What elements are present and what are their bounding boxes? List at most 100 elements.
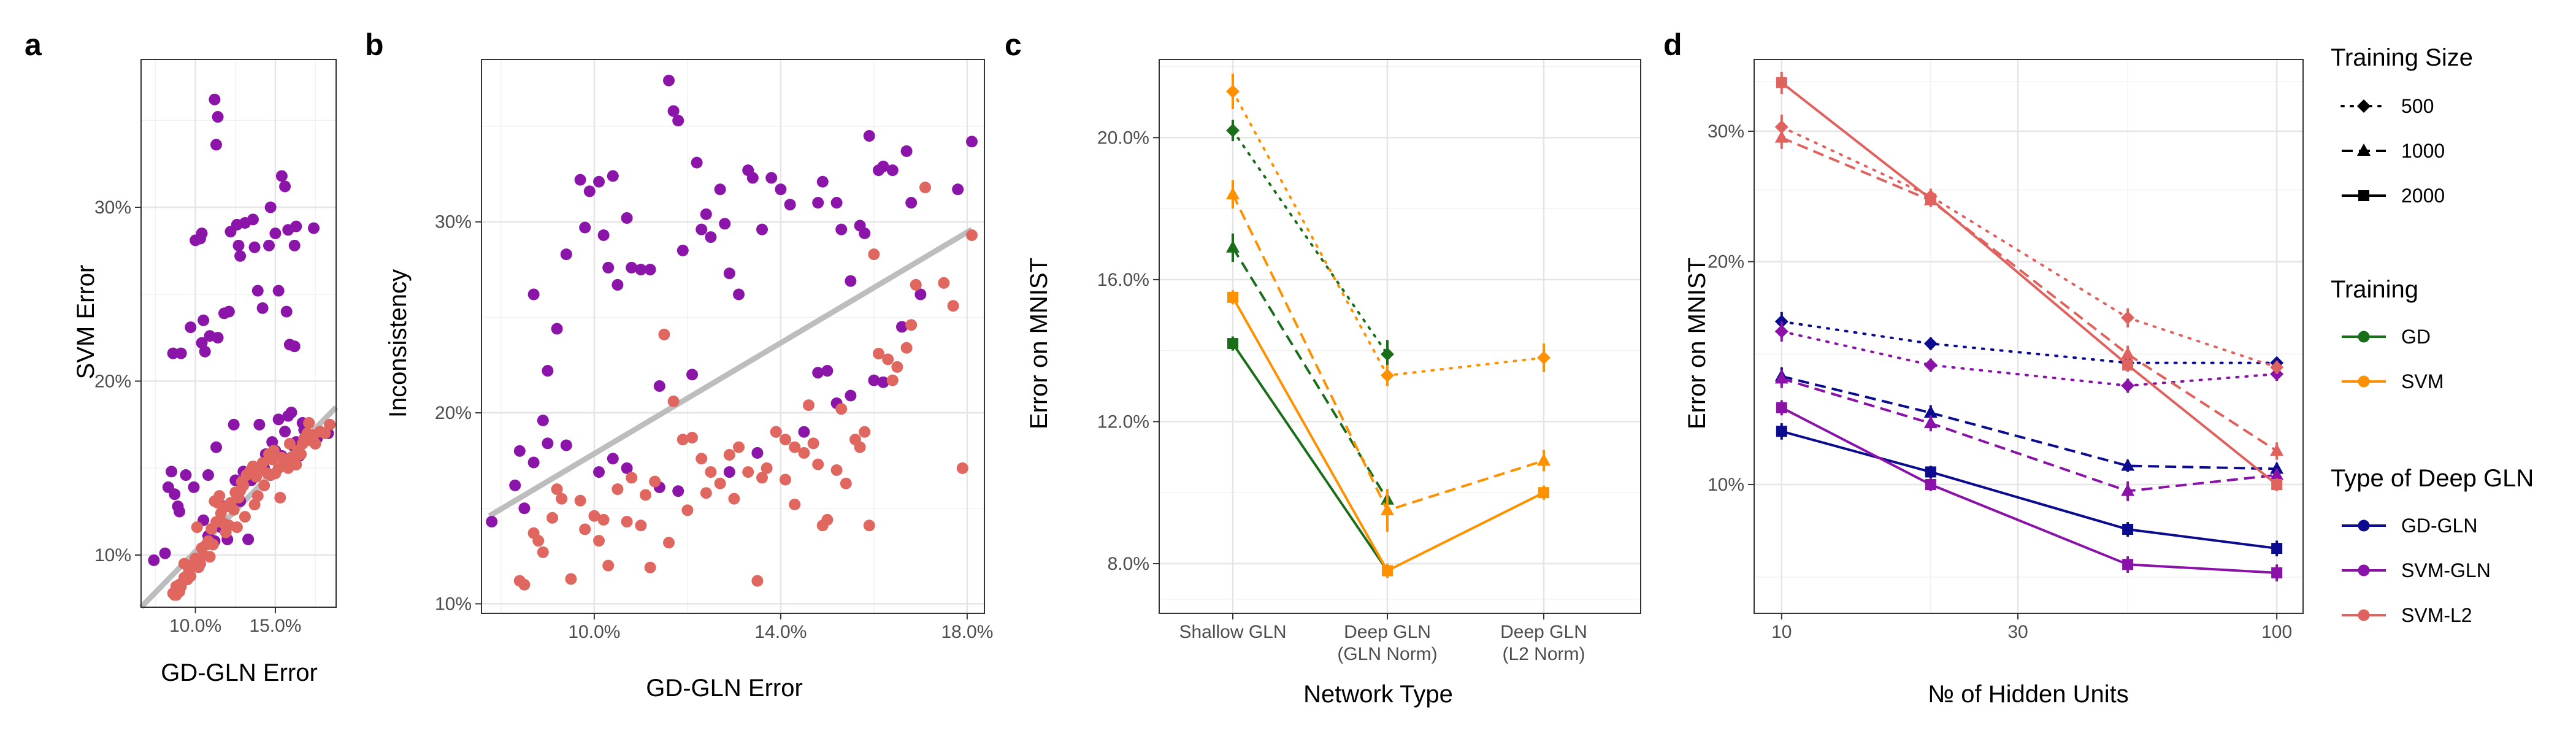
data-point	[2121, 311, 2135, 325]
scatter-point	[812, 458, 824, 470]
panel-b-x-title: GD-GLN Error	[646, 675, 803, 702]
scatter-point	[169, 488, 181, 500]
scatter-point	[635, 264, 647, 276]
scatter-point	[714, 183, 726, 196]
scatter-point	[308, 429, 320, 441]
scatter-point	[938, 277, 950, 289]
panel-d-grid	[1754, 59, 2303, 613]
scatter-point	[602, 261, 615, 274]
panel-b-y-ticks: 10% 20% 30%	[435, 212, 481, 614]
scatter-point	[635, 519, 647, 532]
scatter-point	[234, 250, 247, 262]
scatter-point	[723, 449, 735, 461]
panel-a-y-ticks: 10% 20% 30%	[94, 197, 141, 565]
plot-background	[141, 59, 336, 607]
scatter-point	[579, 221, 591, 234]
scatter-point	[765, 172, 778, 184]
scatter-point	[175, 347, 187, 359]
scatter-point	[723, 267, 735, 280]
x-tick-label: 10	[1771, 622, 1792, 642]
scatter-point	[877, 160, 889, 172]
scatter-point	[872, 348, 884, 360]
scatter-point	[816, 175, 829, 188]
series-line	[1780, 330, 2279, 387]
scatter-point	[626, 261, 638, 274]
scatter-point	[761, 462, 773, 474]
scatter-point	[542, 437, 554, 450]
scatter-point	[802, 399, 815, 412]
scatter-point	[798, 426, 810, 438]
y-tick-label: 30%	[94, 197, 131, 218]
scatter-point	[611, 483, 624, 496]
data-point	[1774, 130, 1788, 143]
scatter-point	[303, 416, 315, 429]
scatter-point	[228, 504, 240, 516]
scatter-point	[686, 369, 699, 381]
scatter-point	[705, 466, 717, 478]
scatter-point	[527, 288, 540, 301]
scatter-point	[910, 278, 922, 291]
data-point	[1381, 369, 1394, 383]
scatter-point	[560, 248, 572, 261]
legend-type-marker	[2358, 519, 2370, 532]
legend-size-marker	[2357, 144, 2371, 156]
y-tick-label: 20%	[94, 371, 131, 391]
y-tick-label: 12.0%	[1097, 412, 1149, 432]
scatter-point	[611, 278, 624, 291]
scatter-point	[845, 389, 857, 402]
scatter-point	[242, 533, 255, 545]
scatter-point	[560, 439, 572, 451]
scatter-point	[714, 477, 726, 489]
scatter-point	[798, 447, 810, 459]
scatter-point	[513, 445, 526, 457]
scatter-point	[196, 227, 208, 239]
scatter-point	[148, 554, 160, 566]
scatter-point	[551, 483, 563, 496]
scatter-point	[256, 457, 269, 469]
legend-training-keys: GD SVM	[2342, 326, 2444, 393]
x-tick-label: Shallow GLN	[1179, 622, 1286, 642]
scatter-point	[556, 493, 568, 505]
legend-size-keys: 500 1000 2000	[2340, 95, 2445, 207]
scatter-point	[272, 285, 285, 297]
scatter-point	[274, 491, 286, 504]
data-point	[1537, 453, 1551, 466]
scatter-point	[574, 174, 586, 186]
scatter-point	[239, 511, 251, 523]
scatter-point	[551, 323, 563, 335]
scatter-point	[732, 441, 745, 453]
scatter-point	[756, 223, 768, 236]
scatter-point	[202, 469, 214, 481]
scatter-point	[696, 453, 708, 465]
scatter-point	[677, 244, 689, 256]
scatter-point	[209, 93, 221, 105]
y-tick-label: 10%	[1708, 475, 1744, 495]
scatter-point	[677, 434, 689, 446]
scatter-point	[280, 305, 293, 318]
scatter-point	[859, 227, 871, 239]
scatter-point	[185, 321, 197, 334]
scatter-point	[228, 418, 240, 431]
data-point	[1774, 324, 1788, 339]
scatter-point	[812, 367, 824, 379]
scatter-point	[751, 575, 764, 587]
series-line	[1781, 406, 2277, 574]
scatter-point	[212, 332, 224, 344]
scatter-point	[812, 197, 824, 209]
scatter-point	[700, 487, 712, 499]
data-point	[1776, 77, 1787, 88]
scatter-point	[174, 505, 186, 518]
scatter-point	[223, 305, 235, 318]
legend-size-label: 500	[2401, 95, 2434, 117]
legend-type-label: SVM-L2	[2401, 604, 2472, 626]
scatter-point	[868, 248, 880, 261]
panel-b-x-ticks: 10.0% 14.0% 18.0%	[568, 613, 993, 642]
panel-d-y-title: Error on MNIST	[1684, 258, 1711, 429]
data-point	[1923, 405, 1938, 418]
panel-label-b: b	[365, 28, 384, 62]
scatter-point	[751, 447, 764, 459]
scatter-point	[900, 342, 913, 354]
x-tick-label: 10.0%	[568, 622, 620, 642]
scatter-point	[667, 395, 680, 407]
panel-b-fit	[488, 227, 973, 519]
